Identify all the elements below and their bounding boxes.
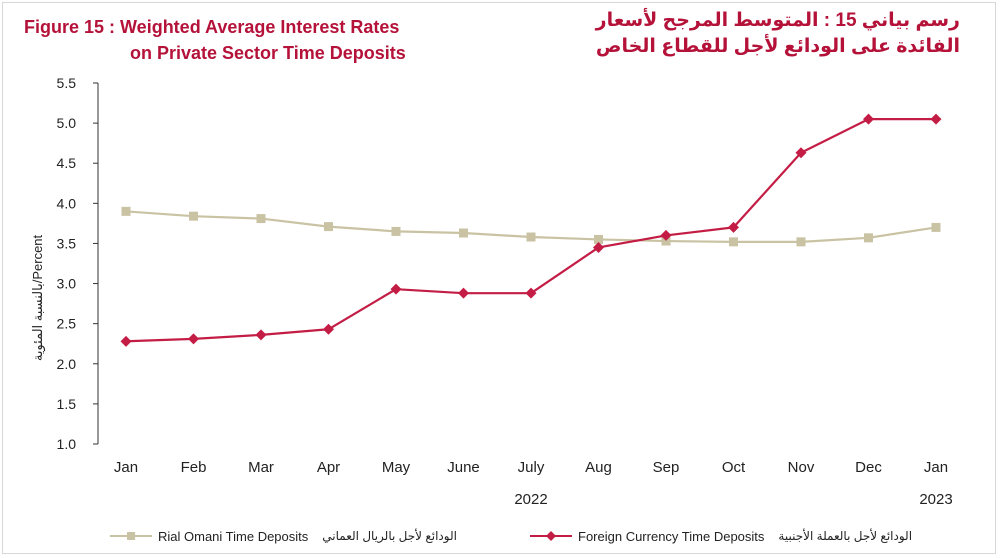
x-tick-label: Jan bbox=[924, 459, 948, 476]
chart-title-en-line2: on Private Sector Time Deposits bbox=[130, 43, 406, 63]
x-tick-label: Sep bbox=[653, 459, 680, 476]
series-line-foreign bbox=[125, 117, 936, 343]
y-tick-label: 1.0 bbox=[57, 436, 77, 452]
x-tick-label: May bbox=[382, 459, 411, 476]
x-tick-label: Jan bbox=[114, 459, 138, 476]
data-point-foreign bbox=[458, 287, 469, 299]
chart-title-en: Figure 15 : Weighted Average Interest Ra… bbox=[24, 14, 464, 66]
chart-title-ar-line2: الفائدة على الودائع لأجل للقطاع الخاص bbox=[595, 36, 960, 57]
x-tick-label: Feb bbox=[181, 459, 207, 476]
chart-title-ar: رسم بياني 15 : المتوسط المرجح لأسعار الف… bbox=[540, 8, 960, 60]
legend-swatch-foreign bbox=[530, 531, 572, 541]
data-point-rial bbox=[796, 237, 806, 247]
data-point-foreign bbox=[390, 283, 402, 295]
x-tick-label: Aug bbox=[585, 459, 612, 476]
data-point-rial bbox=[931, 222, 941, 232]
data-point-foreign bbox=[525, 287, 537, 299]
y-tick-label: 4.5 bbox=[57, 155, 77, 171]
x-tick-label: Dec bbox=[855, 459, 882, 476]
data-point-rial bbox=[729, 237, 738, 247]
x-year-label: 2022 bbox=[514, 491, 547, 508]
data-point-rial bbox=[594, 234, 603, 244]
y-tick-label: 3.0 bbox=[57, 276, 77, 292]
data-point-foreign bbox=[120, 335, 132, 347]
legend-swatch-rial bbox=[110, 532, 152, 540]
y-tick-label: 5.5 bbox=[57, 75, 77, 91]
x-tick-label: July bbox=[518, 459, 545, 476]
data-point-rial bbox=[189, 211, 198, 221]
y-tick-label: 4.0 bbox=[57, 195, 77, 211]
data-point-foreign bbox=[255, 329, 267, 341]
data-point-rial bbox=[459, 228, 468, 238]
legend-label-rial: Rial Omani Time Deposits bbox=[158, 528, 309, 544]
y-tick-label: 5.0 bbox=[57, 115, 77, 131]
data-point-rial bbox=[661, 236, 671, 246]
data-point-foreign bbox=[188, 333, 199, 345]
y-tick-label: 1.5 bbox=[57, 396, 77, 412]
data-point-foreign bbox=[863, 113, 874, 125]
data-point-rial bbox=[391, 226, 401, 236]
data-point-foreign bbox=[795, 147, 807, 159]
data-point-rial bbox=[324, 222, 333, 232]
x-tick-label: Nov bbox=[788, 459, 815, 476]
legend-item-foreign: Foreign Currency Time Deposits الودائع ل… bbox=[530, 524, 912, 548]
data-point-foreign bbox=[728, 221, 739, 233]
y-tick-label: 2.0 bbox=[57, 356, 77, 372]
x-tick-label: Mar bbox=[248, 459, 274, 476]
data-point-rial bbox=[864, 233, 873, 243]
data-point-foreign bbox=[930, 113, 942, 125]
data-point-foreign bbox=[660, 229, 672, 241]
chart-title-ar-line1: رسم بياني 15 : المتوسط المرجح لأسعار bbox=[595, 10, 960, 31]
x-year-label: 2023 bbox=[919, 491, 952, 508]
legend-label-foreign: Foreign Currency Time Deposits bbox=[578, 528, 765, 544]
data-point-foreign bbox=[323, 323, 334, 335]
data-point-foreign bbox=[593, 241, 604, 253]
x-tick-label: Oct bbox=[722, 459, 746, 476]
y-tick-label: 2.5 bbox=[57, 316, 77, 332]
legend-label-foreign-ar: الودائع لأجل بالعملة الأجنبية bbox=[778, 529, 913, 543]
legend-label-rial-ar: الودائع لأجل بالريال العماني bbox=[322, 529, 457, 543]
chart-title-en-line1: Figure 15 : Weighted Average Interest Ra… bbox=[24, 17, 400, 37]
legend-item-rial: Rial Omani Time Deposits الودائع لأجل با… bbox=[110, 524, 457, 548]
legend: Rial Omani Time Deposits الودائع لأجل با… bbox=[110, 524, 990, 548]
x-tick-label: Apr bbox=[317, 459, 340, 476]
x-tick-label: June bbox=[447, 459, 480, 476]
data-point-rial bbox=[121, 206, 131, 216]
y-tick-label: 3.5 bbox=[57, 235, 77, 251]
data-point-rial bbox=[256, 214, 266, 224]
data-point-rial bbox=[526, 232, 536, 242]
